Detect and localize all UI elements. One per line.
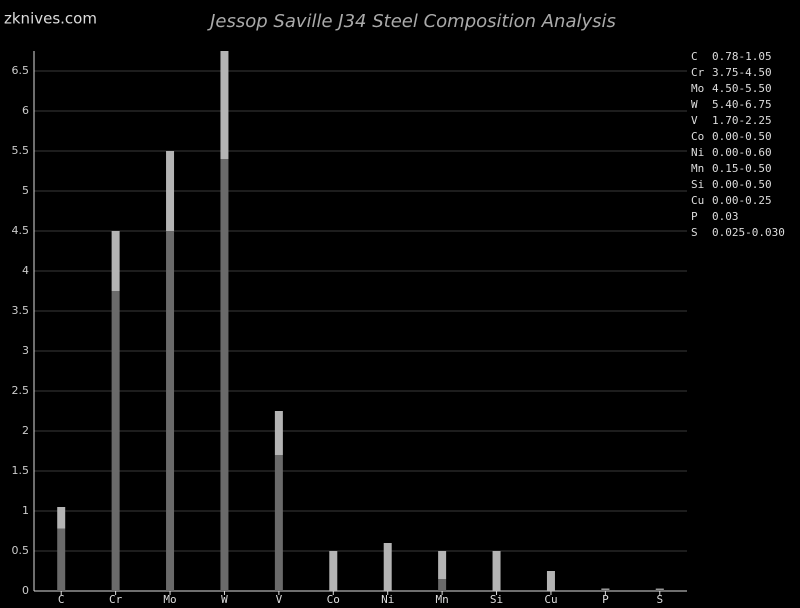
legend-range: 0.00-0.60 — [712, 146, 772, 159]
legend-range: 3.75-4.50 — [712, 66, 772, 79]
legend-range: 4.50-5.50 — [712, 82, 772, 95]
legend-range: 5.40-6.75 — [712, 98, 772, 111]
bar-range — [546, 571, 555, 591]
bar-range — [383, 543, 392, 591]
bar-range — [492, 551, 501, 591]
legend-range: 0.03 — [712, 210, 739, 223]
x-tick-label: Cu — [544, 593, 557, 606]
x-tick-label: V — [276, 593, 283, 606]
y-tick-label: 3.5 — [12, 304, 30, 317]
x-tick-label: S — [656, 593, 663, 606]
chart-title: Jessop Saville J34 Steel Composition Ana… — [207, 11, 616, 32]
legend-element: Cr — [691, 66, 705, 79]
legend-element: Mo — [691, 82, 704, 95]
x-tick-label: Co — [327, 593, 340, 606]
bar-range — [655, 588, 664, 590]
bar-range — [601, 588, 610, 590]
y-tick-label: 5.5 — [12, 144, 30, 157]
legend-element: Si — [691, 178, 704, 191]
legend-element: P — [691, 210, 698, 223]
legend-range: 0.00-0.50 — [712, 130, 772, 143]
x-tick-label: Ni — [381, 593, 394, 606]
bar-low — [57, 528, 66, 591]
bar-low — [438, 579, 447, 591]
legend-element: Mn — [691, 162, 704, 175]
x-tick-label: Si — [490, 593, 503, 606]
y-tick-label: 6.5 — [12, 64, 30, 77]
bar-low — [166, 231, 175, 591]
legend-element: Cu — [691, 194, 704, 207]
y-tick-label: 4.5 — [12, 224, 30, 237]
y-tick-label: 4 — [22, 264, 29, 277]
bar-low — [274, 455, 283, 591]
legend-range: 0.15-0.50 — [712, 162, 772, 175]
y-tick-label: 2 — [22, 424, 29, 437]
legend-element: S — [691, 226, 698, 239]
x-tick-label: C — [58, 593, 65, 606]
legend-element: C — [691, 50, 698, 63]
legend-element: W — [691, 98, 698, 111]
bar-low — [655, 589, 664, 591]
legend-element: V — [691, 114, 698, 127]
legend-element: Ni — [691, 146, 704, 159]
bar-low — [111, 291, 120, 591]
x-tick-label: P — [602, 593, 609, 606]
y-tick-label: 1.5 — [12, 464, 30, 477]
bar-low — [601, 588, 610, 591]
bar-range — [111, 231, 120, 291]
y-tick-label: 3 — [22, 344, 29, 357]
watermark: zknives.com — [4, 10, 97, 28]
legend-range: 0.00-0.25 — [712, 194, 772, 207]
bar-range — [166, 151, 175, 231]
bar-range — [274, 411, 283, 455]
x-tick-label: Mo — [163, 593, 176, 606]
x-tick-label: Cr — [109, 593, 123, 606]
x-tick-label: Mn — [436, 593, 449, 606]
legend-element: Co — [691, 130, 704, 143]
bar-range — [329, 551, 338, 591]
legend-range: 1.70-2.25 — [712, 114, 772, 127]
y-tick-label: 0 — [22, 584, 29, 597]
y-tick-label: 5 — [22, 184, 29, 197]
y-tick-label: 1 — [22, 504, 29, 517]
legend-range: 0.025-0.030 — [712, 226, 785, 239]
y-tick-label: 0.5 — [12, 544, 30, 557]
bar-range — [57, 507, 66, 529]
y-tick-label: 2.5 — [12, 384, 30, 397]
bar-range — [220, 51, 229, 159]
legend-range: 0.78-1.05 — [712, 50, 772, 63]
legend-range: 0.00-0.50 — [712, 178, 772, 191]
x-tick-label: W — [221, 593, 228, 606]
y-tick-label: 6 — [22, 104, 29, 117]
bar-low — [220, 159, 229, 591]
bar-range — [438, 551, 447, 579]
